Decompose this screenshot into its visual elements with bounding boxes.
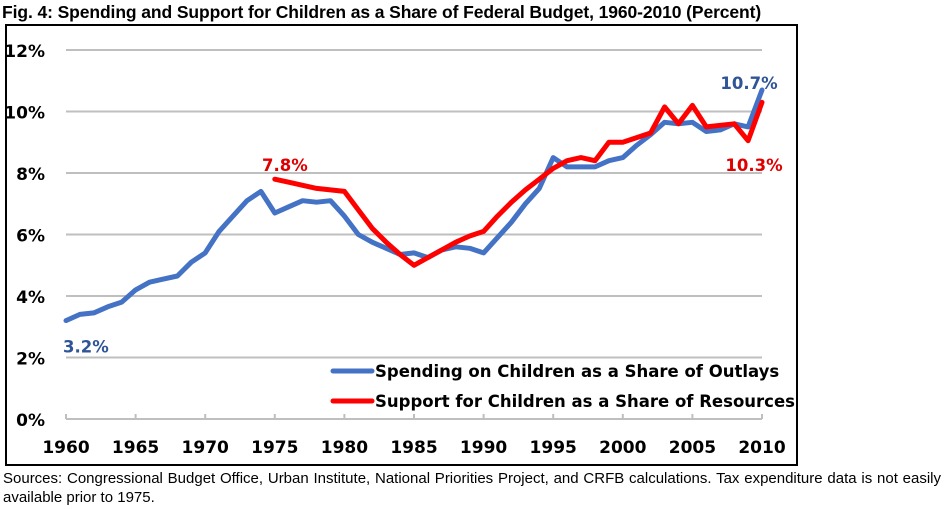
data-label: 3.2% bbox=[63, 338, 109, 357]
series-line-support bbox=[272, 99, 765, 268]
x-tick-label: 1995 bbox=[530, 438, 577, 458]
y-tick-label: 0% bbox=[16, 411, 45, 431]
x-tick-label: 1975 bbox=[251, 438, 298, 458]
x-axis-tick-labels: 1960 1965 1970 1975 1980 1985 1990 1995 2000 2005… bbox=[42, 438, 785, 458]
x-tick-label: 1960 bbox=[42, 438, 89, 458]
x-tick-label: 1990 bbox=[460, 438, 507, 458]
legend-label: Support for Children as a Share of Resou… bbox=[375, 392, 795, 411]
y-tick-label: 10% bbox=[4, 104, 45, 124]
data-label: 10.3% bbox=[725, 156, 783, 175]
chart-title: Fig. 4: Spending and Support for Childre… bbox=[2, 2, 762, 22]
y-tick-label: 2% bbox=[16, 350, 45, 370]
chart-frame bbox=[5, 24, 798, 466]
x-tick-label: 1965 bbox=[112, 438, 159, 458]
y-tick-label: 4% bbox=[16, 288, 45, 308]
x-tick-label: 2000 bbox=[599, 438, 646, 458]
y-tick-label: 8% bbox=[16, 165, 45, 185]
data-label: 10.7% bbox=[720, 74, 778, 93]
y-axis-tick-labels: 0% 2% 4% 6% 8% 10% 12% bbox=[4, 42, 45, 431]
y-tick-label: 6% bbox=[16, 227, 45, 247]
x-tick-label: 1970 bbox=[182, 438, 229, 458]
x-tick-label: 1980 bbox=[321, 438, 368, 458]
legend: Spending on Children as a Share of Outla… bbox=[330, 362, 795, 411]
sources-note: Sources: Congressional Budget Office, Ur… bbox=[3, 470, 941, 506]
x-tick-label: 1985 bbox=[390, 438, 437, 458]
series-lines bbox=[63, 87, 765, 324]
legend-label: Spending on Children as a Share of Outla… bbox=[375, 362, 779, 381]
series-line-spending bbox=[63, 87, 765, 324]
x-tick-label: 2010 bbox=[738, 438, 785, 458]
y-tick-label: 12% bbox=[4, 42, 45, 62]
x-tick-label: 2005 bbox=[669, 438, 716, 458]
data-label: 7.8% bbox=[262, 156, 308, 175]
gridlines bbox=[66, 49, 762, 359]
data-labels: 3.2% 7.8% 10.7% 10.3% bbox=[63, 74, 783, 357]
x-axis bbox=[65, 414, 763, 420]
